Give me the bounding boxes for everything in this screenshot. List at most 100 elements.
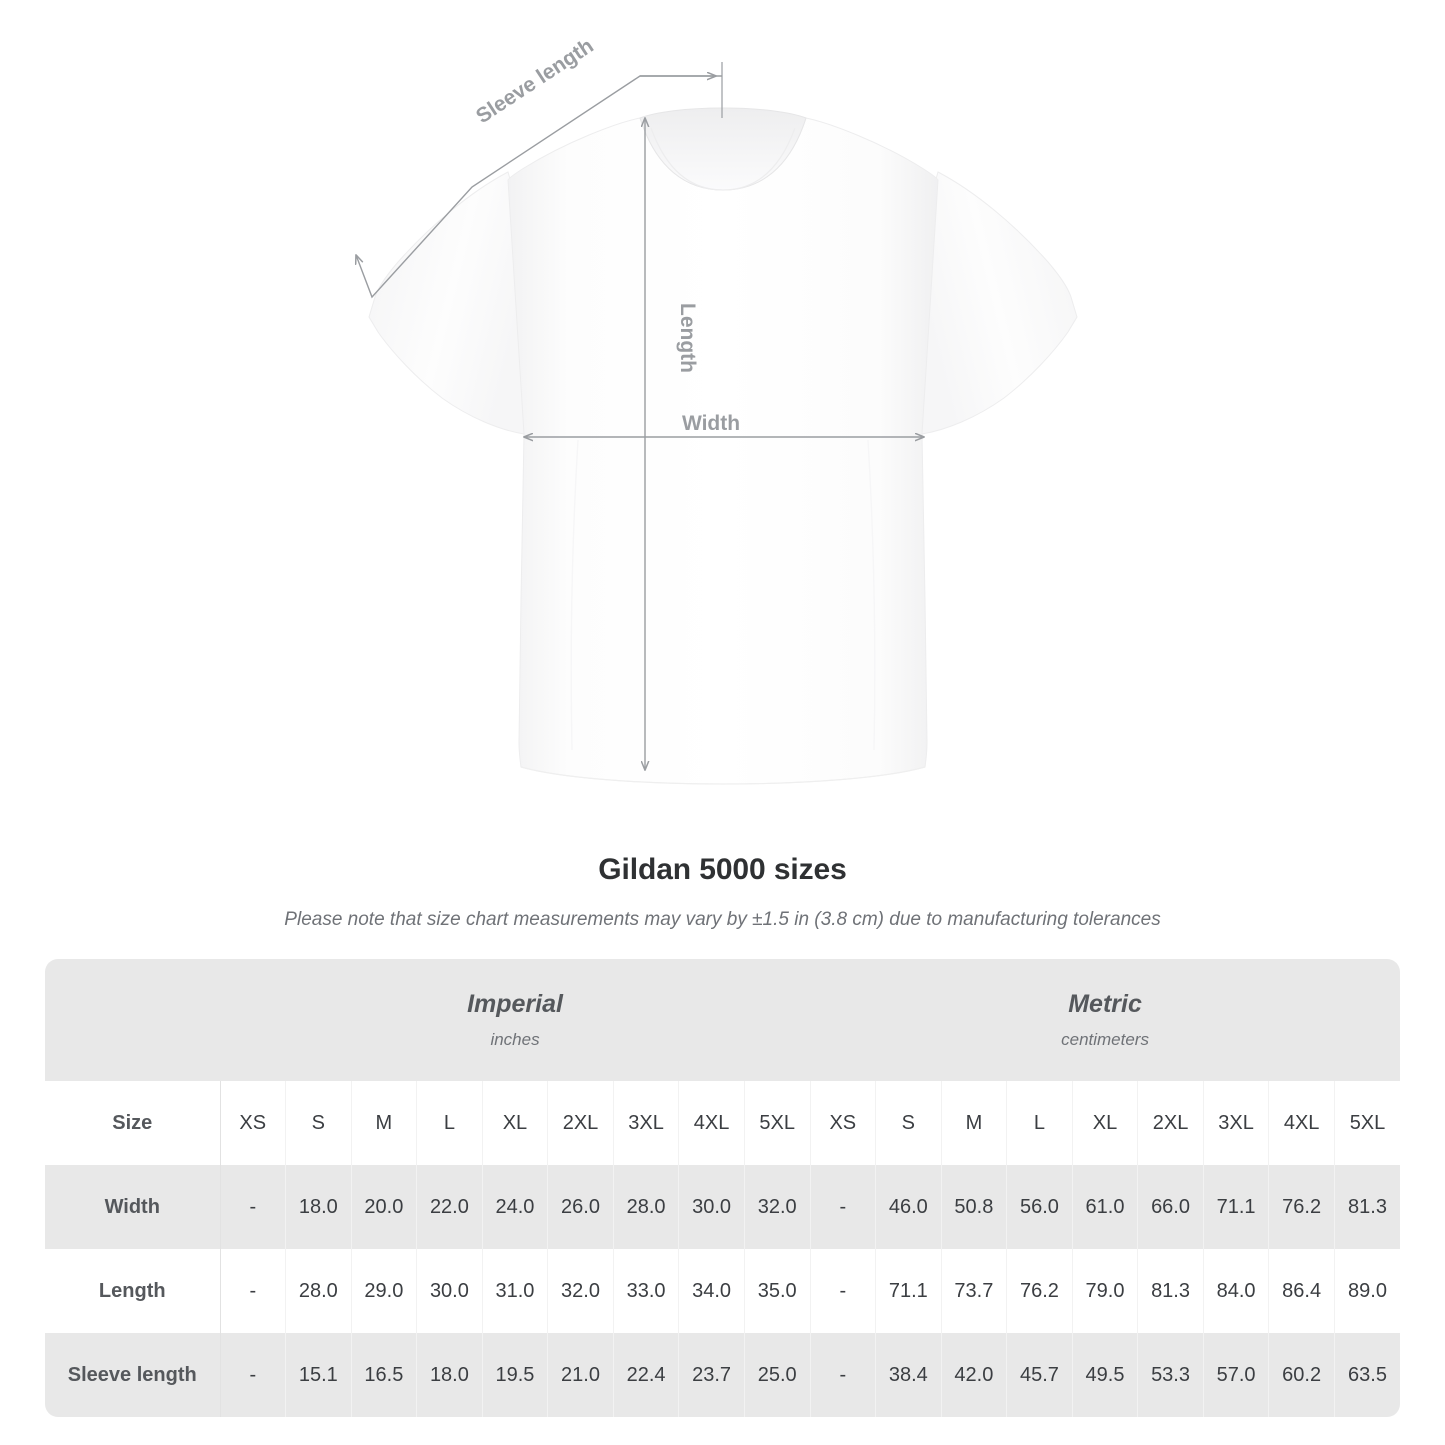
- fold-left: [570, 439, 579, 751]
- cell-metric-width-s: 46.0: [875, 1165, 942, 1249]
- size-header-imperial-xl: XL: [482, 1081, 549, 1165]
- unit-band-imperial: Imperial inches: [220, 959, 811, 1081]
- cell-imperial-sleeve-length-2xl: 21.0: [547, 1333, 614, 1417]
- hem-line: [520, 766, 926, 785]
- cell-metric-length-3xl: 84.0: [1203, 1249, 1270, 1333]
- cell-imperial-length-3xl: 33.0: [613, 1249, 680, 1333]
- cell-metric-sleeve-length-2xl: 53.3: [1137, 1333, 1204, 1417]
- sleeve-length-label: Sleeve length: [472, 34, 598, 128]
- size-header-metric-xs: XS: [809, 1081, 877, 1165]
- cell-imperial-length-s: 28.0: [285, 1249, 352, 1333]
- size-header-imperial-2xl: 2XL: [547, 1081, 614, 1165]
- cell-metric-sleeve-length-3xl: 57.0: [1203, 1333, 1270, 1417]
- cell-metric-sleeve-length-l: 45.7: [1006, 1333, 1073, 1417]
- tshirt-diagram: Sleeve length Length Width: [0, 34, 1078, 785]
- width-label: Width: [682, 412, 740, 435]
- cell-metric-width-l: 56.0: [1006, 1165, 1073, 1249]
- table-row: Width -18.0 20.0 22.0 24.0 26.0 28.0 30.0 32.0-4…: [45, 1165, 1401, 1249]
- cell-metric-width-4xl: 76.2: [1268, 1165, 1335, 1249]
- size-header-metric-2xl: 2XL: [1137, 1081, 1204, 1165]
- collar-inner-seam: [650, 127, 796, 191]
- cell-imperial-width-s: 18.0: [285, 1165, 352, 1249]
- tshirt-illustration: Sleeve length Length Width: [0, 34, 1078, 785]
- metric-unit-name: Metric: [1068, 990, 1142, 1019]
- cell-imperial-length-5xl: 35.0: [744, 1249, 811, 1333]
- cell-metric-width-5xl: 81.3: [1334, 1165, 1401, 1249]
- fold-right: [867, 439, 876, 751]
- size-header-row: Size XS S M L XL 2XL 3XL 4XL 5XL XS S M L XL 2XL 3XL 4XL 5…: [45, 1081, 1401, 1165]
- cell-imperial-width-l: 22.0: [416, 1165, 483, 1249]
- page-title: Gildan 5000 sizes: [598, 853, 847, 886]
- cell-imperial-width-4xl: 30.0: [678, 1165, 745, 1249]
- cell-imperial-length-m: 29.0: [351, 1249, 418, 1333]
- cell-metric-width-m: 50.8: [941, 1165, 1008, 1249]
- cell-metric-length-4xl: 86.4: [1268, 1249, 1335, 1333]
- size-header-imperial-4xl: 4XL: [678, 1081, 745, 1165]
- cell-metric-width-3xl: 71.1: [1203, 1165, 1270, 1249]
- size-header-imperial-m: M: [351, 1081, 418, 1165]
- size-header-metric-5xl: 5XL: [1334, 1081, 1401, 1165]
- cell-imperial-length-4xl: 34.0: [678, 1249, 745, 1333]
- cell-imperial-width-m: 20.0: [351, 1165, 418, 1249]
- cell-imperial-length-l: 30.0: [416, 1249, 483, 1333]
- row-label-length: Length: [45, 1249, 221, 1333]
- cell-metric-sleeve-length-xl: 49.5: [1072, 1333, 1139, 1417]
- right-sleeve: [915, 171, 1078, 435]
- size-chart-table-wrapper: Imperial inches Metric centimeters Size XS S M L…: [45, 959, 1401, 1417]
- cell-imperial-length-xs: -: [220, 1249, 287, 1333]
- imperial-unit-subtitle: inches: [490, 1029, 540, 1049]
- size-chart-table: Imperial inches Metric centimeters Size XS S M L…: [45, 959, 1401, 1417]
- cell-metric-sleeve-length-5xl: 63.5: [1334, 1333, 1401, 1417]
- cell-imperial-sleeve-length-5xl: 25.0: [744, 1333, 811, 1417]
- size-header-metric-4xl: 4XL: [1268, 1081, 1335, 1165]
- cell-metric-width-xs: -: [809, 1165, 877, 1249]
- left-sleeve: [368, 171, 531, 435]
- cell-metric-width-xl: 61.0: [1072, 1165, 1139, 1249]
- cell-imperial-width-xs: -: [220, 1165, 287, 1249]
- cell-imperial-sleeve-length-3xl: 22.4: [613, 1333, 680, 1417]
- cell-metric-sleeve-length-xs: -: [809, 1333, 877, 1417]
- cell-metric-length-xs: -: [809, 1249, 877, 1333]
- cell-imperial-width-2xl: 26.0: [547, 1165, 614, 1249]
- title-block: Gildan 5000 sizes Please note that size …: [0, 840, 1445, 931]
- table-row: Sleeve length -15.1 16.5 18.0 19.5 21.0 22.4 23…: [45, 1333, 1401, 1417]
- cell-imperial-sleeve-length-4xl: 23.7: [678, 1333, 745, 1417]
- cell-metric-width-2xl: 66.0: [1137, 1165, 1204, 1249]
- size-header-metric-xl: XL: [1072, 1081, 1139, 1165]
- cell-metric-length-l: 76.2: [1006, 1249, 1073, 1333]
- cell-metric-length-m: 73.7: [941, 1249, 1008, 1333]
- size-header-metric-l: L: [1006, 1081, 1073, 1165]
- cell-metric-length-xl: 79.0: [1072, 1249, 1139, 1333]
- size-header-label: Size: [45, 1081, 221, 1165]
- table-row: Length -28.0 29.0 30.0 31.0 32.0 33.0 34.0 35.0-…: [45, 1249, 1401, 1333]
- size-header-imperial-3xl: 3XL: [613, 1081, 680, 1165]
- cell-metric-sleeve-length-s: 38.4: [875, 1333, 942, 1417]
- size-header-imperial-xs: XS: [220, 1081, 287, 1165]
- cell-metric-length-5xl: 89.0: [1334, 1249, 1401, 1333]
- cell-imperial-sleeve-length-l: 18.0: [416, 1333, 483, 1417]
- size-header-metric-3xl: 3XL: [1203, 1081, 1270, 1165]
- cell-metric-sleeve-length-4xl: 60.2: [1268, 1333, 1335, 1417]
- cell-imperial-sleeve-length-xl: 19.5: [482, 1333, 549, 1417]
- size-header-imperial-l: L: [416, 1081, 483, 1165]
- cell-imperial-sleeve-length-xs: -: [220, 1333, 287, 1417]
- unit-band-metric: Metric centimeters: [810, 959, 1401, 1081]
- metric-unit-subtitle: centimeters: [1061, 1029, 1149, 1049]
- cell-imperial-width-3xl: 28.0: [613, 1165, 680, 1249]
- row-label-width: Width: [45, 1165, 221, 1249]
- tolerance-note: Please note that size chart measurements…: [284, 909, 1161, 930]
- size-header-metric-m: M: [941, 1081, 1008, 1165]
- size-header-metric-s: S: [875, 1081, 942, 1165]
- cell-metric-length-2xl: 81.3: [1137, 1249, 1204, 1333]
- collar: [639, 107, 807, 191]
- cell-metric-length-s: 71.1: [875, 1249, 942, 1333]
- row-label-sleeve-length: Sleeve length: [45, 1333, 221, 1417]
- cell-imperial-sleeve-length-m: 16.5: [351, 1333, 418, 1417]
- length-label: Length: [676, 303, 699, 373]
- cell-imperial-sleeve-length-s: 15.1: [285, 1333, 352, 1417]
- cell-imperial-width-xl: 24.0: [482, 1165, 549, 1249]
- cell-metric-sleeve-length-m: 42.0: [941, 1333, 1008, 1417]
- cell-imperial-length-2xl: 32.0: [547, 1249, 614, 1333]
- shirt-body: [507, 117, 939, 785]
- tshirt-shape: [368, 107, 1078, 785]
